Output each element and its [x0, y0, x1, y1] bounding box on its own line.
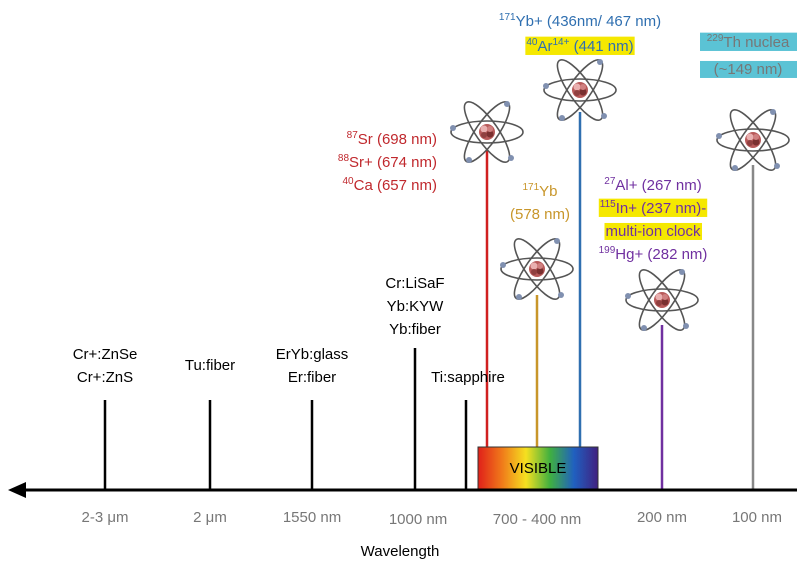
- label-text: Sr (698 nm): [358, 131, 437, 148]
- laser-label: Er:fiber: [288, 369, 336, 386]
- label-text: Al+ (267 nm): [615, 177, 701, 194]
- superscript: 199: [599, 245, 616, 256]
- laser-label: Tu:fiber: [185, 357, 235, 374]
- axis-arrow: [8, 482, 26, 498]
- clock-label: 40Ca (657 nm): [343, 176, 438, 194]
- clock-label: 87Sr (698 nm): [347, 130, 437, 148]
- superscript: 115: [600, 199, 616, 210]
- laser-label: Yb:fiber: [389, 321, 441, 338]
- clock-label: 171Yb+ (436nm/ 467 nm): [499, 12, 661, 30]
- superscript: 171: [499, 12, 516, 23]
- axis-label: 1000 nm: [389, 511, 447, 528]
- axis-label: 200 nm: [637, 509, 687, 526]
- label-text: (~149 nm): [714, 61, 783, 78]
- visible-band: [477, 446, 599, 491]
- axis-label: 2-3 μm: [82, 509, 129, 526]
- laser-label: ErYb:glass: [276, 346, 349, 363]
- laser-label: Yb:KYW: [387, 298, 445, 315]
- atom-icon: [499, 237, 574, 301]
- clock-label: 40Ar14+ (441 nm): [526, 37, 633, 55]
- label-text: In+ (237 nm)-: [616, 200, 706, 217]
- clock-label: 115In+ (237 nm)-: [600, 199, 706, 217]
- clock-label: 27Al+ (267 nm): [604, 176, 701, 194]
- superscript: 88: [338, 153, 350, 164]
- superscript: 14+: [552, 37, 569, 48]
- axis-label: 700 - 400 nm: [493, 511, 581, 528]
- axis-label: 2 μm: [193, 509, 227, 526]
- axis-label: 1550 nm: [283, 509, 341, 526]
- laser-label: Cr:LiSaF: [385, 275, 444, 292]
- visible-label: VISIBLE: [510, 460, 567, 477]
- axis-title: Wavelength: [361, 543, 440, 560]
- highlight: [598, 198, 708, 217]
- highlight: [604, 222, 703, 240]
- clock-label: multi-ion clock: [605, 223, 701, 240]
- superscript: 40: [526, 37, 538, 48]
- label-text: Hg+ (282 nm): [615, 246, 707, 263]
- clock-label: 229Th nuclea: [707, 33, 790, 51]
- label-text: Ca (657 nm): [354, 177, 437, 194]
- superscript: 87: [347, 130, 359, 141]
- highlight: [525, 36, 635, 55]
- clock-label: (~149 nm): [714, 61, 783, 78]
- clock-label: (578 nm): [510, 206, 570, 223]
- clock-label: 199Hg+ (282 nm): [599, 245, 708, 263]
- label-text: Th nuclea: [723, 34, 790, 51]
- label-text: multi-ion clock: [605, 223, 701, 240]
- label-text: (578 nm): [510, 206, 570, 223]
- superscript: 40: [343, 176, 355, 187]
- highlight: [700, 32, 797, 51]
- label-text: Yb+ (436nm/ 467 nm): [516, 13, 662, 30]
- laser-label: Cr+:ZnSe: [73, 346, 138, 363]
- axis-label: 100 nm: [732, 509, 782, 526]
- laser-label: Cr+:ZnS: [77, 369, 133, 386]
- superscript: 171: [522, 182, 539, 193]
- label-text: Ar: [537, 38, 552, 55]
- clock-label: 88Sr+ (674 nm): [338, 153, 437, 171]
- clock-label: 171Yb: [522, 182, 557, 200]
- label-text: (441 nm): [569, 38, 633, 55]
- laser-label: Ti:sapphire: [431, 369, 505, 386]
- highlight: [700, 60, 797, 78]
- label-text: Sr+ (674 nm): [349, 154, 437, 171]
- superscript: 229: [707, 33, 724, 44]
- superscript: 27: [604, 176, 616, 187]
- label-text: Yb: [539, 183, 557, 200]
